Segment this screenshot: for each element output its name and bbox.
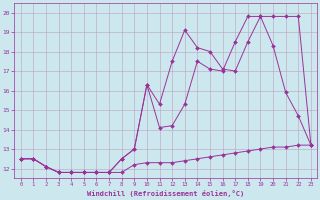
X-axis label: Windchill (Refroidissement éolien,°C): Windchill (Refroidissement éolien,°C) (87, 190, 244, 197)
